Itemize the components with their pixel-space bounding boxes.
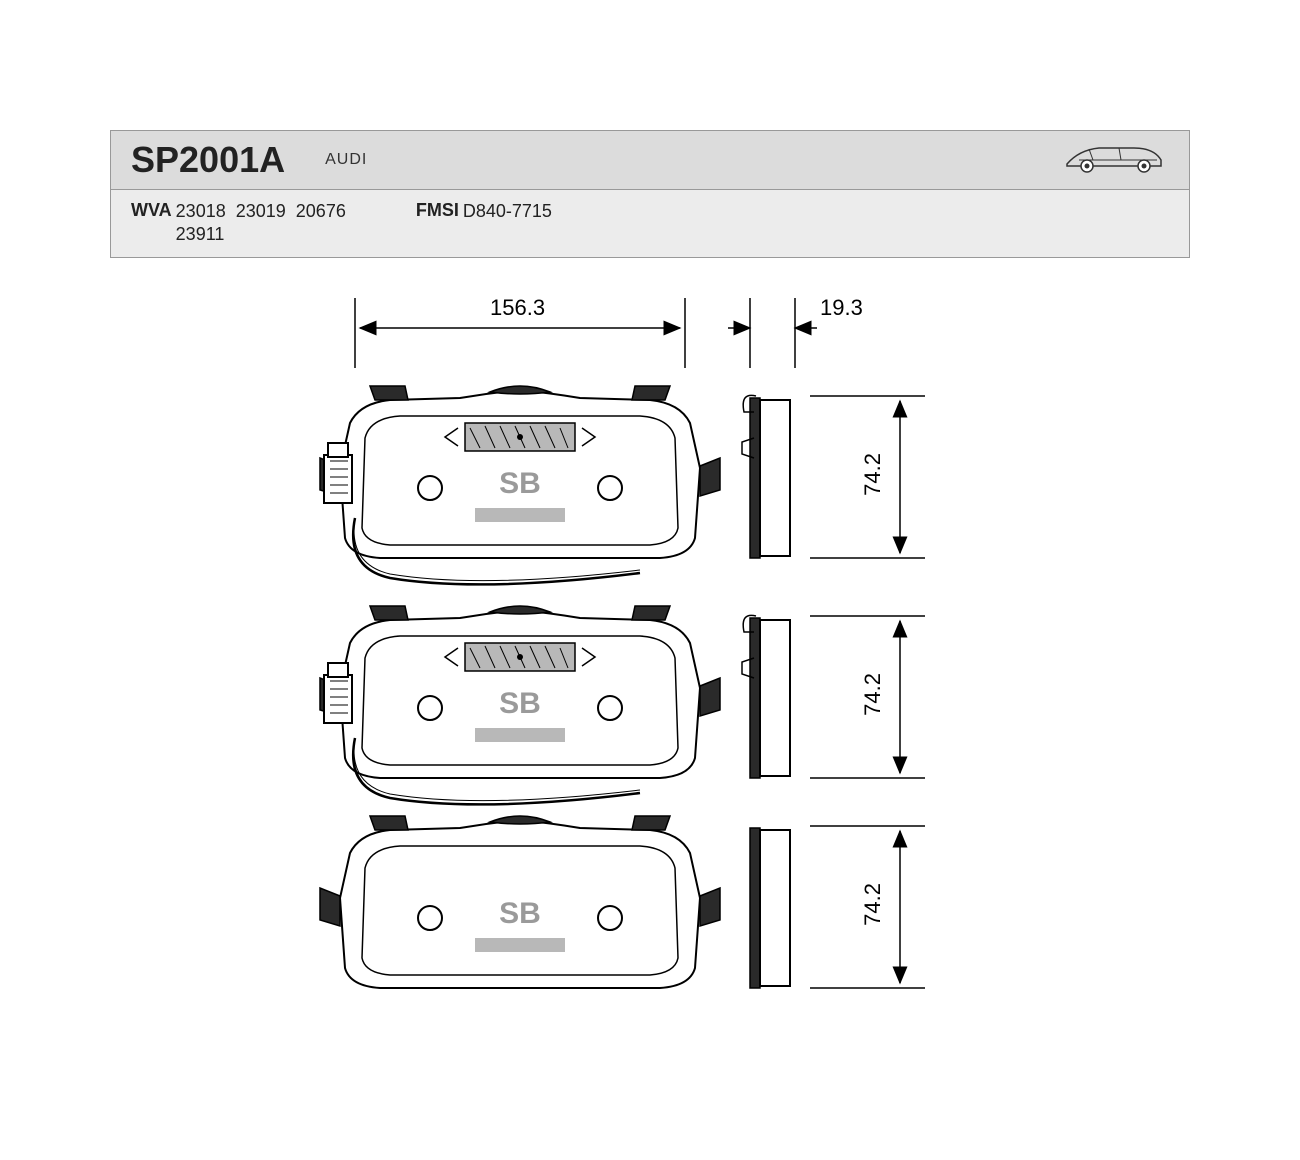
dim-height-3: 74.2 [860,883,886,926]
fmsi-value: D840-7715 [463,200,552,223]
car-icon [1059,140,1169,181]
technical-drawing: SB [110,288,1190,1088]
wva-values: 23018 23019 20676 23911 [176,200,346,247]
wva-reference: WVA 23018 23019 20676 23911 [131,200,346,247]
vehicle-brand: AUDI [325,151,367,169]
dim-height-2: 74.2 [860,673,886,716]
wva-label: WVA [131,200,172,221]
spec-sheet: SP2001A AUDI WVA 23018 23019 20676 23911… [110,130,1190,1088]
dim-width: 156.3 [490,295,545,321]
dim-height-1: 74.2 [860,453,886,496]
wva-row2: 23911 [176,224,225,244]
part-number: SP2001A [131,139,285,181]
header-title-row: SP2001A AUDI [110,130,1190,190]
fmsi-reference: FMSI D840-7715 [416,200,552,223]
wva-row1: 23018 23019 20676 [176,201,346,221]
fmsi-label: FMSI [416,200,459,221]
header-reference-row: WVA 23018 23019 20676 23911 FMSI D840-77… [110,190,1190,258]
drawing-svg: SB [110,288,1110,1088]
dim-thickness: 19.3 [820,295,863,321]
